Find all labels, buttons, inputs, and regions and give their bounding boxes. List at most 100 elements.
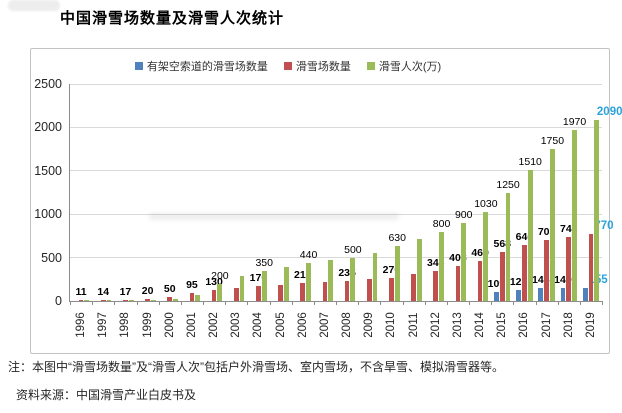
x-axis-tick: [602, 301, 603, 305]
x-axis-year-label: 2002: [208, 312, 221, 338]
x-axis-year-label: 2006: [296, 312, 309, 338]
x-axis-tick: [158, 301, 160, 305]
x-axis-tick: [557, 301, 559, 305]
gridline: [70, 213, 602, 215]
x-axis-tick: [92, 301, 94, 305]
bar: [394, 246, 400, 301]
page-title: 中国滑雪场数量及滑雪人次统计: [60, 10, 285, 27]
watermark-smear: [149, 213, 399, 220]
bar: [344, 280, 350, 301]
x-axis-tick: [291, 301, 293, 305]
x-axis-tick: [446, 301, 448, 305]
data-source: 资料来源：中国滑雪产业白皮书及: [16, 388, 197, 402]
bar: [455, 265, 461, 301]
x-axis-tick: [535, 301, 537, 305]
gridline: [70, 170, 602, 172]
data-label: 1750: [540, 135, 565, 148]
data-label: 1030: [474, 197, 498, 210]
bar: [300, 282, 306, 301]
legend-item-ski-visits: 滑雪人次(万): [366, 58, 441, 74]
y-axis-tick-label: 0: [55, 294, 62, 308]
bar: [78, 300, 84, 301]
bar: [366, 279, 372, 301]
bar: [217, 283, 223, 301]
data-label: 50: [163, 282, 176, 295]
x-axis-tick: [269, 301, 271, 305]
bar: [350, 257, 356, 301]
data-label: 1970: [562, 116, 587, 129]
bar: [588, 234, 594, 301]
bar: [411, 274, 416, 301]
plot-area: 0 500 1000 1500 2000 2500 1996 1997 1998 1999 2000…: [34, 77, 622, 338]
bar: [433, 270, 439, 301]
bar: [84, 300, 90, 301]
x-axis-tick: [336, 301, 337, 305]
legend-label: 滑雪场数量: [295, 61, 351, 73]
bar: [572, 130, 577, 301]
y-axis-tick-label: 500: [41, 250, 62, 265]
bar: [239, 275, 245, 301]
x-axis-year-label: 2017: [540, 312, 553, 338]
x-axis-year-label: 2005: [274, 312, 287, 338]
data-label: 1250: [496, 178, 520, 191]
x-axis-year-label: 1998: [119, 312, 132, 338]
x-axis-year-label: 2003: [230, 312, 243, 338]
x-axis-tick: [180, 301, 182, 305]
data-label: 500: [344, 243, 362, 256]
x-axis-tick: [247, 301, 249, 305]
x-axis-year-label: 2018: [562, 312, 575, 338]
bar: [516, 290, 521, 301]
bar: [322, 281, 328, 301]
bar: [389, 277, 394, 301]
bar: [328, 259, 334, 301]
legend-item-resort-count: 滑雪场数量: [283, 58, 351, 74]
bar: [499, 251, 505, 301]
y-axis-tick-label: 2500: [34, 77, 62, 91]
x-axis-tick: [513, 301, 515, 305]
x-axis-year-label: 2008: [341, 312, 354, 338]
bar: [233, 287, 239, 301]
bar: [123, 299, 128, 301]
bar: [128, 300, 134, 301]
bar: [189, 292, 195, 301]
x-axis-year-label: 1999: [141, 312, 154, 338]
x-axis-tick: [358, 301, 360, 305]
red-series-swatch-icon: [283, 62, 292, 70]
bar: [283, 266, 289, 301]
x-axis-tick: [402, 301, 404, 305]
bar: [594, 119, 600, 301]
bar: [461, 222, 467, 301]
x-axis-year-label: 2001: [185, 312, 198, 338]
x-axis-year-label: 1997: [97, 312, 110, 338]
bar: [538, 288, 544, 301]
bar: [306, 262, 311, 301]
bar: [145, 299, 150, 301]
data-label: 95: [186, 278, 198, 291]
bar: [582, 287, 588, 301]
data-label: 11: [75, 286, 87, 298]
legend-item-aerial-ropeway-resorts: 有架空索道的滑雪场数量: [134, 58, 268, 74]
x-axis-tick: [579, 301, 581, 305]
chart-frame: 有架空索道的滑雪场数量 滑雪场数量 滑雪人次(万) 0 500 1000 1500 20…: [30, 48, 622, 354]
x-axis-year-label: 2013: [451, 312, 464, 338]
bar: [549, 149, 555, 301]
blue-series-swatch-icon: [134, 62, 143, 70]
bar: [261, 270, 267, 301]
data-label: 440: [299, 248, 318, 261]
chart-footnote: 注：本图中“滑雪场数量”及“滑雪人次”包括户外滑雪场、室内雪场，不含旱雪、模拟滑…: [8, 360, 504, 374]
x-axis-year-label: 1996: [75, 312, 88, 338]
bar: [494, 291, 499, 301]
x-axis-tick: [491, 301, 493, 305]
x-axis-tick: [225, 301, 227, 305]
data-label: 14: [97, 285, 110, 298]
x-axis-tick: [380, 301, 382, 305]
data-label: 900: [454, 208, 473, 221]
gridline: [70, 257, 602, 259]
x-axis-year-label: 2009: [363, 312, 376, 338]
x-axis-year-label: 2015: [496, 312, 509, 338]
bar: [483, 211, 489, 301]
bar: [372, 253, 378, 301]
data-label: 2090: [596, 105, 622, 118]
x-axis-tick: [424, 301, 426, 305]
